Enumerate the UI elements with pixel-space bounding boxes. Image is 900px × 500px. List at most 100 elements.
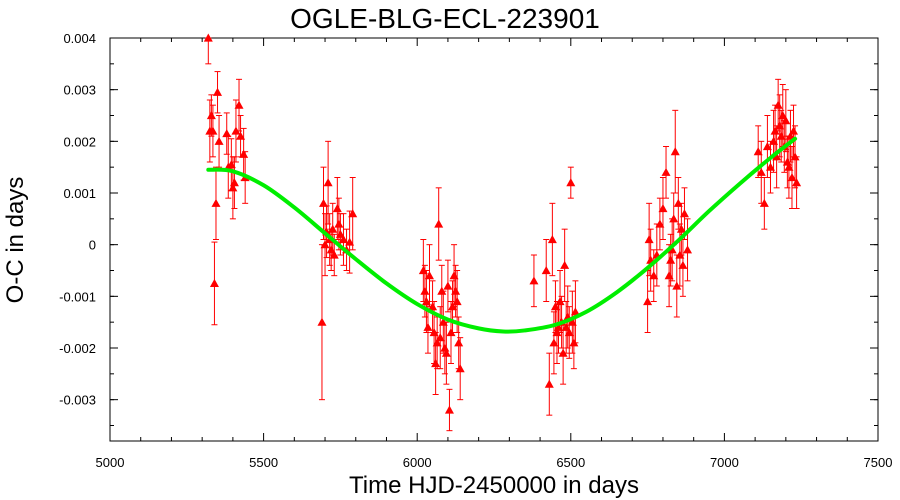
data-point bbox=[431, 359, 441, 368]
data-point bbox=[454, 338, 464, 347]
data-point bbox=[428, 302, 438, 311]
data-point bbox=[332, 204, 342, 213]
data-point bbox=[552, 328, 562, 337]
y-axis-label: O-C in days bbox=[2, 177, 29, 304]
x-tick-label: 5500 bbox=[249, 455, 278, 470]
data-point bbox=[348, 209, 358, 218]
data-point bbox=[672, 281, 682, 290]
data-points bbox=[203, 33, 802, 414]
x-tick-label: 7000 bbox=[710, 455, 739, 470]
data-point bbox=[236, 131, 246, 140]
data-point bbox=[678, 260, 688, 269]
chart-title: OGLE-BLG-ECL-223901 bbox=[290, 3, 600, 34]
data-point bbox=[676, 224, 686, 233]
data-point bbox=[549, 338, 559, 347]
data-point bbox=[334, 219, 344, 228]
data-point bbox=[448, 302, 458, 311]
data-point bbox=[423, 322, 433, 331]
x-tick-label: 5000 bbox=[96, 455, 125, 470]
data-point bbox=[658, 204, 668, 213]
data-point bbox=[673, 198, 683, 207]
data-point bbox=[418, 266, 428, 275]
x-tick-label: 6500 bbox=[556, 455, 585, 470]
data-point bbox=[770, 126, 780, 135]
data-point bbox=[649, 271, 659, 280]
x-tick-label: 6000 bbox=[403, 455, 432, 470]
x-axis: 5000 5500 6000 6500 7000 7500 bbox=[96, 38, 893, 470]
data-point bbox=[437, 286, 447, 295]
data-point bbox=[781, 116, 791, 125]
data-point bbox=[424, 271, 434, 280]
data-point bbox=[666, 255, 676, 264]
data-point bbox=[326, 245, 336, 254]
data-point bbox=[455, 364, 465, 373]
data-point bbox=[664, 271, 674, 280]
data-point bbox=[670, 147, 680, 156]
data-point bbox=[561, 322, 571, 331]
data-point bbox=[789, 126, 799, 135]
data-point bbox=[229, 178, 239, 187]
data-point bbox=[209, 278, 219, 288]
data-point bbox=[555, 297, 565, 306]
data-point bbox=[213, 87, 223, 96]
data-point bbox=[675, 250, 685, 259]
data-point bbox=[214, 136, 224, 145]
data-point bbox=[683, 245, 693, 254]
data-point bbox=[566, 178, 576, 187]
data-point bbox=[420, 286, 430, 295]
data-point bbox=[443, 281, 453, 290]
data-point bbox=[541, 266, 551, 275]
x-axis-label: Time HJD-2450000 in days bbox=[349, 472, 639, 499]
data-point bbox=[569, 338, 579, 347]
data-point bbox=[667, 245, 677, 254]
data-point bbox=[776, 131, 786, 140]
data-point bbox=[759, 198, 769, 207]
data-point bbox=[644, 235, 654, 244]
data-point bbox=[782, 157, 792, 166]
data-point bbox=[558, 348, 568, 357]
data-point bbox=[319, 198, 329, 207]
data-point bbox=[570, 307, 580, 316]
data-point bbox=[679, 209, 689, 218]
data-point bbox=[547, 235, 557, 244]
y-tick-label: -0.003 bbox=[59, 393, 96, 408]
error-bars bbox=[205, 37, 800, 432]
data-point bbox=[772, 152, 782, 161]
data-point bbox=[564, 328, 574, 337]
data-point bbox=[775, 121, 785, 130]
data-point bbox=[435, 333, 445, 342]
fit-curve bbox=[206, 136, 798, 334]
data-point bbox=[452, 297, 462, 306]
data-point bbox=[449, 271, 459, 280]
data-point bbox=[429, 328, 439, 337]
data-point bbox=[643, 297, 653, 306]
data-point bbox=[444, 405, 454, 414]
data-point bbox=[787, 173, 797, 182]
x-tick-label: 7500 bbox=[864, 455, 893, 470]
data-point bbox=[446, 328, 456, 337]
data-point bbox=[239, 149, 249, 158]
data-point bbox=[328, 224, 338, 233]
y-tick-label: 0.002 bbox=[63, 134, 96, 149]
data-point bbox=[441, 348, 451, 357]
data-point bbox=[567, 317, 577, 326]
data-point bbox=[544, 379, 554, 388]
data-point bbox=[769, 136, 779, 145]
y-tick-label: 0.001 bbox=[63, 186, 96, 201]
data-point bbox=[206, 111, 216, 120]
data-point bbox=[790, 152, 800, 161]
data-point bbox=[226, 160, 236, 169]
y-tick-label: 0 bbox=[89, 238, 96, 253]
data-point bbox=[773, 100, 783, 109]
data-point bbox=[756, 167, 766, 176]
data-point bbox=[554, 322, 564, 331]
data-point bbox=[765, 162, 775, 171]
data-point bbox=[434, 219, 444, 228]
data-point bbox=[560, 260, 570, 269]
y-tick-label: -0.001 bbox=[59, 289, 96, 304]
y-tick-label: 0.003 bbox=[63, 83, 96, 98]
data-point bbox=[762, 142, 772, 151]
data-point bbox=[320, 240, 330, 249]
data-point bbox=[345, 237, 355, 246]
data-point bbox=[669, 214, 679, 223]
